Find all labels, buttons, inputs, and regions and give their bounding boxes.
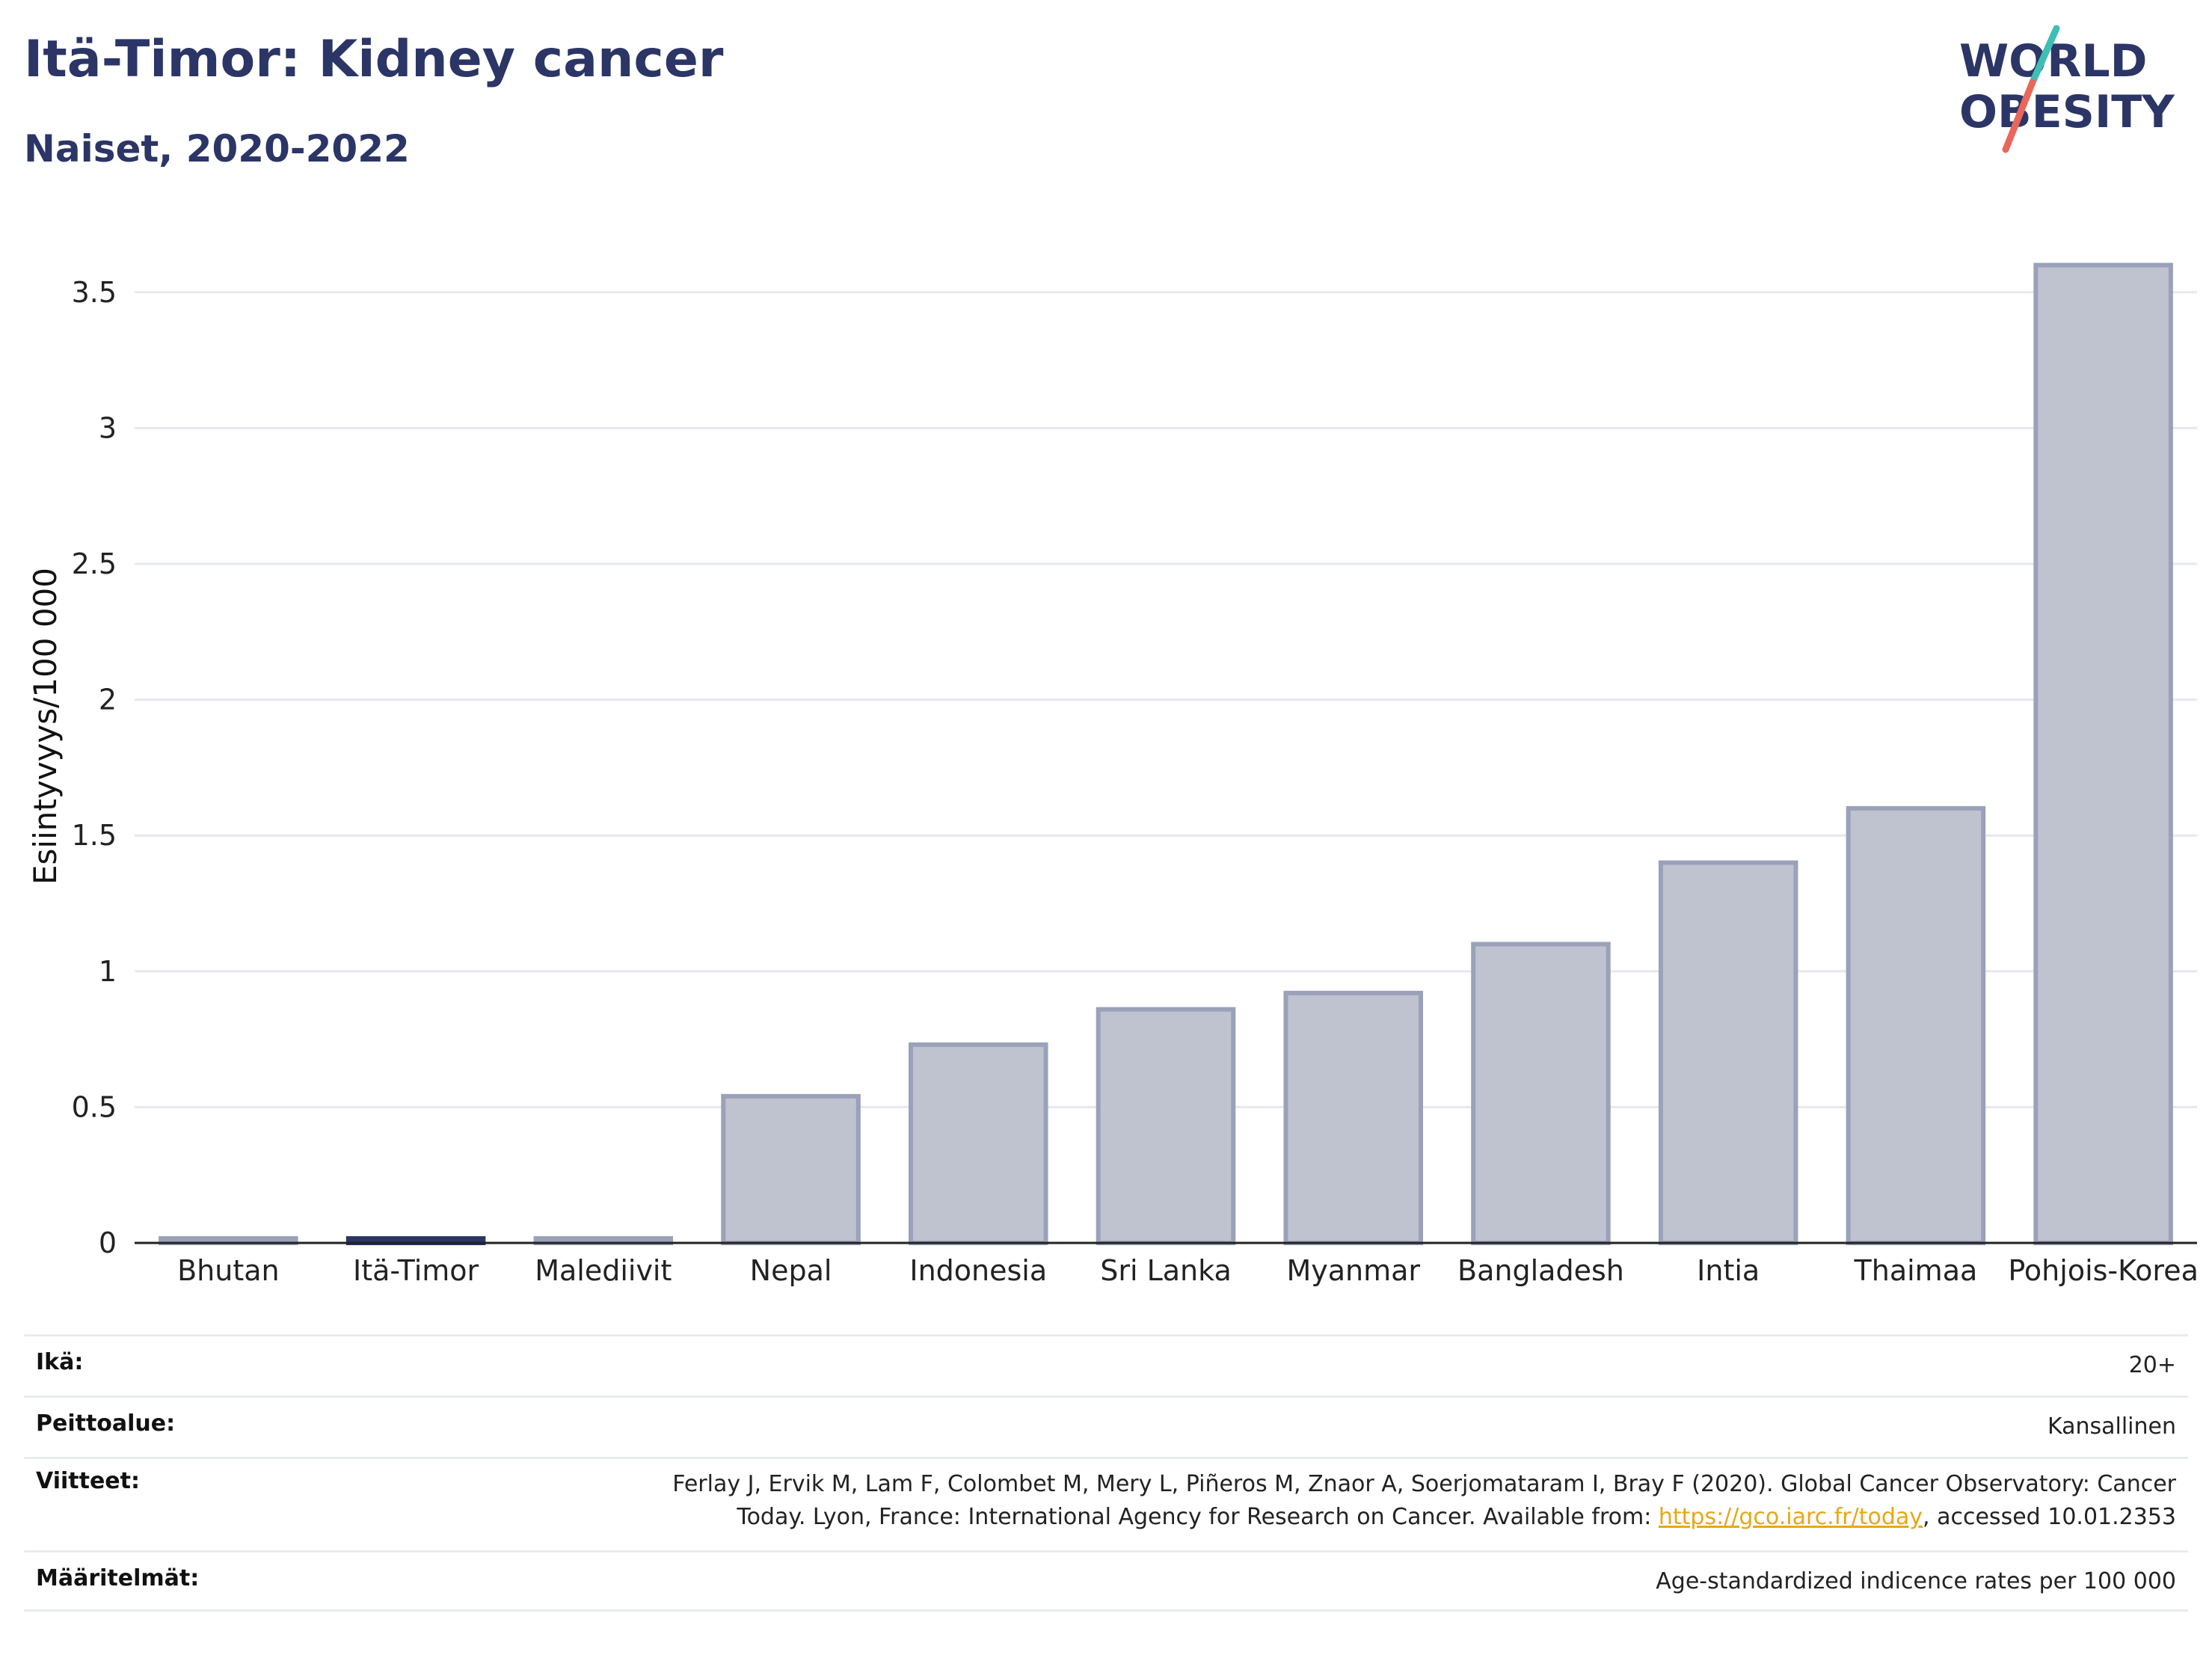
bar-sri-lanka bbox=[1096, 1007, 1236, 1245]
meta-row-age: Ikä: 20+ bbox=[24, 1334, 2188, 1395]
bar-pohjois-korea bbox=[2033, 262, 2173, 1246]
y-tick-label: 2.5 bbox=[72, 547, 117, 580]
bar-chart: 0 0.5 1 1.5 2 2.5 3 3.5 Bhutan Itä-Timor Malediiv… bbox=[27, 262, 2199, 1287]
meta-row-definitions: Määritelmät: Age-standardized indicence … bbox=[24, 1550, 2188, 1612]
logo-slash-teal bbox=[2029, 25, 2060, 86]
x-tick-label: Myanmar bbox=[1286, 1254, 1420, 1287]
meta-coverage-label: Peittoalue: bbox=[36, 1410, 176, 1437]
chart-subtitle: Naiset, 2020-2022 bbox=[24, 127, 410, 171]
meta-row-coverage: Peittoalue: Kansallinen bbox=[24, 1395, 2188, 1457]
x-tick-label: Thaimaa bbox=[1854, 1254, 1978, 1287]
logo-word-obesity: OBESITY bbox=[1959, 86, 2175, 138]
logo-slash-coral bbox=[2002, 79, 2036, 153]
y-tick-label: 0.5 bbox=[72, 1090, 117, 1123]
meta-age-label: Ikä: bbox=[36, 1349, 84, 1375]
y-tick-label: 1 bbox=[99, 955, 117, 988]
bars bbox=[159, 262, 2173, 1246]
meta-definitions-label: Määritelmät: bbox=[36, 1565, 200, 1591]
meta-references-label: Viitteet: bbox=[36, 1468, 140, 1494]
x-tick-label: Bangladesh bbox=[1457, 1254, 1624, 1287]
bar-nepal bbox=[721, 1093, 861, 1245]
y-axis-ticks: 0 0.5 1 1.5 2 2.5 3 3.5 bbox=[72, 276, 117, 1259]
x-tick-label: Sri Lanka bbox=[1100, 1254, 1232, 1287]
y-tick-label: 1.5 bbox=[72, 819, 117, 852]
references-text-line3: , accessed 10.01.2353 bbox=[1923, 1504, 2176, 1530]
world-obesity-logo: WORLD OBESITY bbox=[1959, 25, 2175, 153]
meta-coverage-value: Kansallinen bbox=[2047, 1413, 2176, 1440]
x-tick-label: Pohjois-Korea bbox=[2008, 1254, 2199, 1287]
meta-definitions-value: Age-standardized indicence rates per 100… bbox=[1656, 1568, 2176, 1594]
y-tick-label: 0 bbox=[99, 1226, 117, 1259]
y-tick-label: 3 bbox=[99, 411, 117, 444]
chart-title: Itä-Timor: Kidney cancer bbox=[24, 30, 724, 89]
bar-bangladesh bbox=[1471, 942, 1611, 1245]
bar-thaimaa bbox=[1846, 805, 1986, 1245]
references-link[interactable]: https://gco.iarc.fr/today bbox=[1658, 1504, 1923, 1530]
x-axis-ticks: Bhutan Itä-Timor Malediivit Nepal Indonesia S… bbox=[177, 1254, 2199, 1287]
meta-references-value: Ferlay J, Ervik M, Lam F, Colombet M, Me… bbox=[672, 1468, 2176, 1534]
x-tick-label: Bhutan bbox=[177, 1254, 280, 1287]
y-tick-label: 2 bbox=[99, 684, 117, 716]
y-tick-label: 3.5 bbox=[72, 276, 117, 309]
meta-age-value: 20+ bbox=[2128, 1352, 2176, 1378]
metadata-table: Ikä: 20+ Peittoalue: Kansallinen Viittee… bbox=[24, 1334, 2188, 1612]
bar-intia bbox=[1658, 860, 1798, 1246]
x-tick-label: Indonesia bbox=[909, 1254, 1047, 1287]
x-tick-label: Malediivit bbox=[535, 1254, 672, 1287]
x-tick-label: Itä-Timor bbox=[353, 1254, 479, 1287]
references-text-line1: Ferlay J, Ervik M, Lam F, Colombet M, Me… bbox=[672, 1471, 2176, 1497]
bar-myanmar bbox=[1283, 990, 1423, 1245]
x-tick-label: Intia bbox=[1697, 1254, 1760, 1287]
bar-indonesia bbox=[909, 1042, 1048, 1245]
x-tick-label: Nepal bbox=[750, 1254, 832, 1287]
meta-row-references: Viitteet: Ferlay J, Ervik M, Lam F, Colo… bbox=[24, 1457, 2188, 1550]
references-text-line2: Today. Lyon, France: International Agenc… bbox=[737, 1504, 1659, 1530]
y-axis-title: Esiintyvyys/100 000 bbox=[27, 568, 64, 885]
